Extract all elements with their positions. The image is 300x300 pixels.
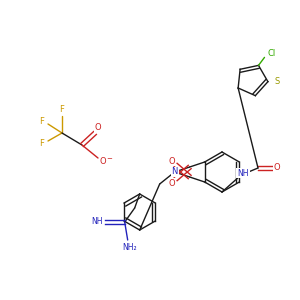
Text: O: O xyxy=(95,124,101,133)
Text: O: O xyxy=(274,164,280,172)
Text: NH: NH xyxy=(237,169,249,178)
Text: F: F xyxy=(60,106,64,115)
Text: F: F xyxy=(40,139,44,148)
Text: Cl: Cl xyxy=(267,49,276,58)
Text: −: − xyxy=(106,156,112,162)
Text: N: N xyxy=(172,167,178,176)
Text: O: O xyxy=(100,157,106,166)
Text: O: O xyxy=(168,178,175,188)
Text: NH: NH xyxy=(91,218,102,226)
Text: S: S xyxy=(274,77,280,86)
Text: O: O xyxy=(168,157,175,166)
Text: NH₂: NH₂ xyxy=(122,242,137,251)
Text: F: F xyxy=(40,118,44,127)
